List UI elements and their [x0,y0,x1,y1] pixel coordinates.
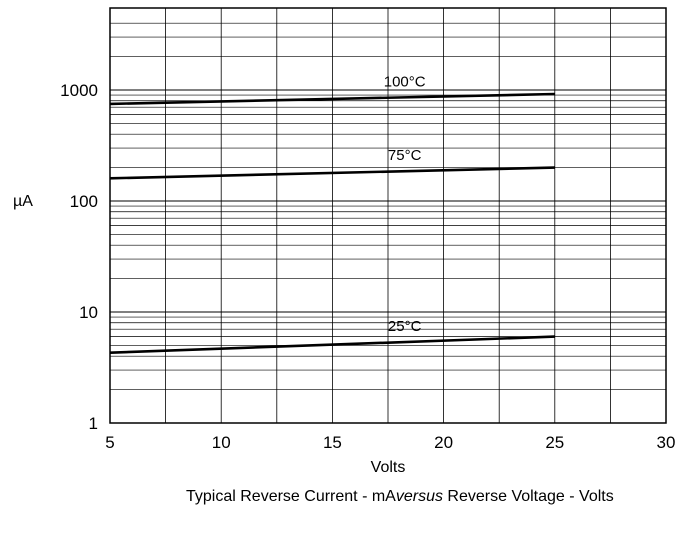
y-tick-label: 1 [89,414,98,433]
series-lines [109,92,555,354]
x-tick-label: 10 [212,433,231,452]
series-label: 100°C [384,73,426,90]
caption-part2: versus [395,488,443,505]
series-line [109,92,555,106]
series-label: 25°C [388,318,422,335]
x-tick-label: 25 [545,433,564,452]
x-tick-label: 30 [657,433,676,452]
grid [110,8,666,423]
series-line [109,335,555,354]
x-tick-label: 15 [323,433,342,452]
y-tick-labels: 1 10 100 1000 [60,81,98,433]
series-line [109,166,555,180]
y-axis-label: µA [13,193,33,210]
caption-part1: Typical Reverse Current - mA [186,488,396,505]
x-axis-label: Volts [371,459,406,476]
y-tick-label: 1000 [60,81,98,100]
caption-part3: Reverse Voltage - Volts [442,488,614,505]
x-tick-label: 20 [434,433,453,452]
plot-frame [109,7,667,424]
chart-caption: Typical Reverse Current - mAversus Rever… [186,484,656,510]
x-tick-label: 5 [105,433,114,452]
series-label: 75°C [388,147,422,164]
series-labels: 100°C 75°C 25°C [384,73,426,335]
x-tick-labels: 5 10 15 20 25 30 [105,433,675,452]
y-tick-label: 100 [70,192,98,211]
y-tick-label: 10 [79,303,98,322]
